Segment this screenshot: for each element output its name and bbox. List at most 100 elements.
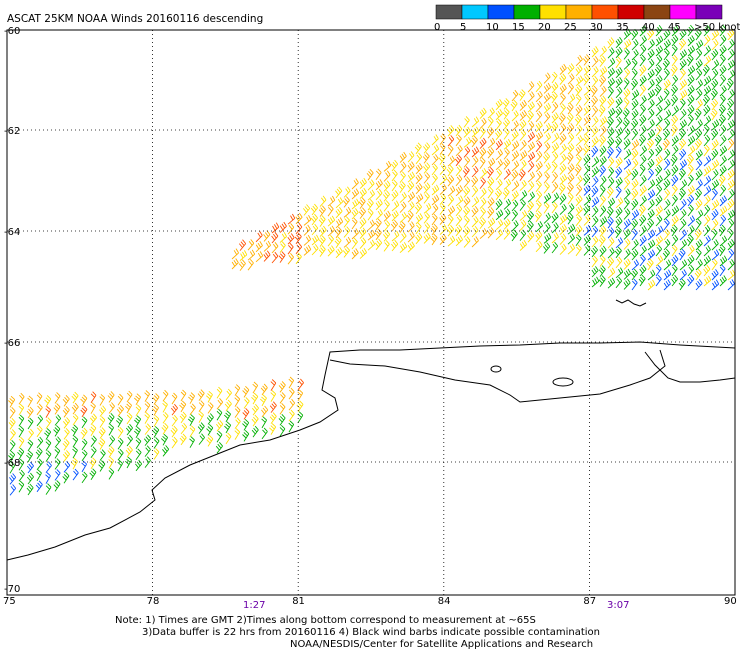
wind-barb	[599, 205, 607, 217]
wind-barb	[423, 202, 432, 214]
wind-barb	[9, 439, 16, 452]
wind-barb	[234, 406, 241, 418]
wind-barb	[495, 168, 503, 181]
wind-barb	[296, 400, 304, 413]
wind-barb	[647, 59, 655, 71]
wind-barb	[567, 233, 575, 245]
wind-barb	[519, 139, 527, 151]
wind-barb	[278, 251, 286, 263]
wind-barb	[671, 114, 679, 127]
wind-barb	[251, 403, 259, 416]
wind-barb	[535, 200, 542, 213]
wind-barb	[711, 159, 720, 171]
wind-barb	[575, 154, 582, 167]
wind-barb	[566, 152, 574, 165]
wind-barb	[134, 415, 142, 428]
wind-barb	[575, 194, 583, 207]
wind-barb	[117, 437, 124, 450]
wind-barb	[503, 178, 512, 190]
wind-barb	[703, 155, 712, 167]
wind-barb	[180, 422, 188, 435]
wind-barb	[279, 221, 287, 233]
wind-barb	[654, 64, 662, 77]
wind-barb	[670, 154, 678, 167]
wind-barb	[695, 119, 703, 131]
wind-barb	[495, 159, 503, 171]
wind-barb	[639, 245, 647, 257]
wind-barb	[487, 217, 496, 229]
wind-barb	[646, 258, 654, 271]
wind-barb	[631, 259, 639, 271]
wind-barb	[655, 35, 664, 47]
wind-barb	[318, 235, 326, 247]
wind-barb	[695, 89, 703, 101]
wind-barb	[503, 198, 511, 210]
wind-barb	[631, 118, 639, 131]
wind-barb	[89, 468, 97, 480]
wind-barb	[81, 449, 88, 462]
wind-barb	[503, 158, 511, 170]
wind-barb	[189, 425, 196, 437]
wind-barb	[54, 436, 61, 448]
wind-barb	[399, 151, 407, 163]
wind-barb	[415, 232, 423, 245]
wind-barb	[375, 188, 383, 201]
wind-barb	[727, 59, 736, 71]
wind-barb	[631, 109, 639, 121]
wind-barb	[238, 239, 247, 251]
wind-barb	[583, 204, 591, 216]
wind-barb	[511, 130, 519, 142]
wind-barb	[679, 219, 687, 231]
wind-barb	[431, 173, 438, 186]
wind-barb	[161, 422, 169, 435]
wind-barb	[559, 163, 567, 175]
wind-barb	[358, 207, 366, 219]
wind-barb	[591, 266, 599, 278]
wind-barb	[663, 158, 671, 171]
wind-barb	[153, 448, 160, 460]
map-title: ASCAT 25KM NOAA Winds 20160116 descendin…	[7, 13, 263, 25]
wind-barb	[551, 241, 559, 254]
wind-barb	[487, 147, 495, 159]
wind-barb	[107, 412, 115, 425]
wind-barb	[655, 205, 663, 217]
wind-barb	[695, 199, 703, 211]
wind-barb	[574, 164, 582, 177]
wind-barb	[543, 192, 552, 204]
wind-barb	[439, 223, 447, 235]
wind-barb	[342, 196, 350, 208]
wind-barb	[694, 188, 702, 201]
wind-barb	[623, 38, 632, 50]
wind-barb	[694, 268, 702, 281]
wind-barb	[718, 174, 726, 187]
wind-barb	[599, 155, 607, 167]
wind-barb	[631, 49, 639, 61]
wind-barb	[663, 269, 672, 281]
wind-barb	[663, 188, 671, 201]
wind-barb	[655, 115, 663, 127]
wind-barb	[62, 450, 70, 462]
wind-barb	[711, 148, 719, 161]
wind-barb	[599, 45, 607, 57]
wind-barb	[679, 209, 687, 221]
wind-barb	[655, 175, 663, 187]
wind-barb	[591, 176, 599, 188]
wind-barb	[269, 412, 277, 424]
wind-barb	[303, 224, 311, 236]
wind-barb	[718, 224, 726, 237]
wind-barb	[647, 129, 656, 141]
wind-barb	[543, 222, 551, 234]
wind-barb	[318, 215, 326, 227]
wind-barb	[631, 68, 638, 81]
wind-barb	[478, 217, 486, 229]
wind-barb	[678, 38, 687, 51]
wind-barb	[359, 237, 367, 249]
wind-barb	[703, 215, 711, 227]
wind-barb	[711, 169, 719, 181]
wind-barb	[623, 168, 632, 180]
wind-barb	[551, 201, 558, 214]
wind-barb	[662, 248, 670, 261]
wind-barb	[519, 129, 527, 141]
wind-barb	[631, 39, 639, 51]
wind-barb	[719, 45, 727, 57]
